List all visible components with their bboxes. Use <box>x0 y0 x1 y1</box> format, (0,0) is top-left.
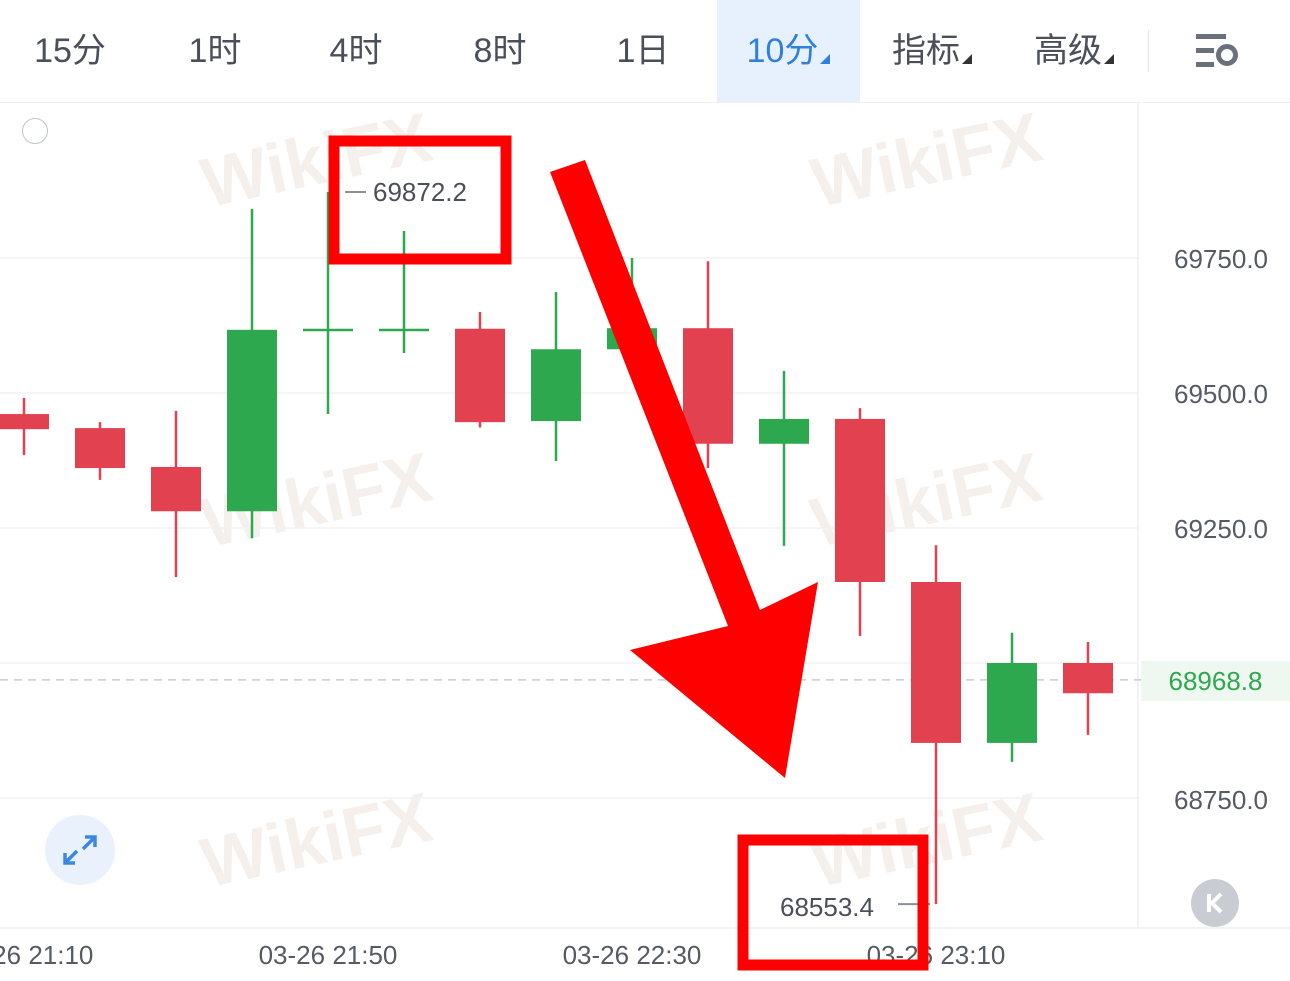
x-tick-label: 03-26 21:10 <box>0 940 94 970</box>
divider <box>1148 30 1149 72</box>
x-tick-label: 03-26 23:10 <box>866 940 1006 970</box>
skip-to-end-icon <box>1207 892 1223 914</box>
candle-body <box>1063 663 1113 694</box>
tab-1h[interactable]: 1时 <box>188 32 242 70</box>
tab-1d[interactable]: 1日 <box>616 32 670 70</box>
y-tick-label: 69750.0 <box>1174 244 1268 274</box>
collapse-toggle-icon[interactable] <box>22 118 48 144</box>
candle-body <box>759 418 809 444</box>
tab-4h[interactable]: 4时 <box>329 32 383 70</box>
candle-body <box>987 663 1037 743</box>
candle-body <box>303 328 353 332</box>
candle-body <box>75 428 125 469</box>
candle-body <box>835 418 885 582</box>
expand-icon <box>63 835 97 865</box>
candle-body <box>379 328 429 332</box>
dropdown-triangle-icon <box>1104 54 1114 64</box>
timeframe-tabs: 15分 1时 4时 8时 1日 10分 指标 高级 <box>0 0 1290 103</box>
y-tick-label: 68750.0 <box>1174 785 1268 815</box>
candle-body <box>911 582 961 743</box>
min-price-label: 68553.4 <box>780 892 874 922</box>
y-tick-label: 69250.0 <box>1174 514 1268 544</box>
candle-body <box>227 329 277 512</box>
scroll-to-latest-button[interactable] <box>1191 879 1239 927</box>
dropdown-triangle-icon <box>820 54 831 64</box>
tab-8h[interactable]: 8时 <box>473 32 527 70</box>
x-tick-label: 03-26 22:30 <box>562 940 702 970</box>
candle-body <box>151 466 201 512</box>
x-tick-label: 03-26 21:50 <box>258 940 398 970</box>
candle-body <box>531 349 581 422</box>
fullscreen-button[interactable] <box>45 815 115 885</box>
candle-body <box>607 328 657 350</box>
tab-10m[interactable]: 10分 <box>717 0 860 102</box>
tab-indicators[interactable]: 指标 <box>862 0 1002 102</box>
candle-body <box>455 328 505 423</box>
candle-body <box>683 328 733 444</box>
max-price-label: 69872.2 <box>373 177 467 207</box>
y-tick-label: 69500.0 <box>1174 379 1268 409</box>
tab-15m[interactable]: 15分 <box>34 32 106 70</box>
last-price-label: 68968.8 <box>1141 661 1290 701</box>
dropdown-triangle-icon <box>962 54 972 64</box>
chart-settings-icon[interactable] <box>1196 32 1240 70</box>
candle-body <box>0 414 49 430</box>
tab-advanced[interactable]: 高级 <box>1004 0 1144 102</box>
